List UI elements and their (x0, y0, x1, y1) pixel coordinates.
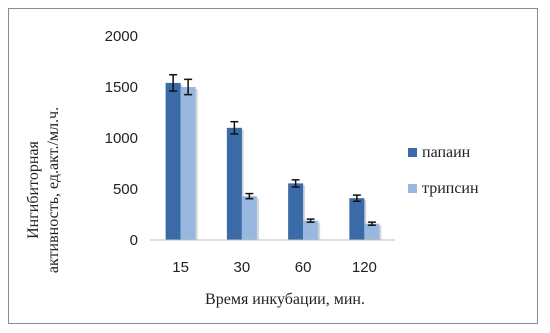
legend-swatch-папаин (408, 148, 417, 157)
bar-папаин-120 (349, 198, 365, 240)
bars-layer (165, 74, 382, 240)
bar-папаин-15 (165, 82, 181, 240)
x-axis-title: Время инкубации, мин. (205, 291, 365, 308)
y-tick-label: 500 (113, 181, 138, 198)
chart-frame (8, 8, 538, 324)
y-axis-title-line2: активность, ед.акт./мл.ч. (45, 107, 62, 273)
bar-трипсин-15 (180, 87, 196, 240)
x-tick-labels: 15 30 60 120 (172, 259, 377, 276)
legend-label-папаин: папаин (422, 144, 471, 161)
bar-трипсин-120 (364, 223, 380, 240)
y-axis-title: Ингибиторная активность, ед.акт./мл.ч. (25, 107, 62, 273)
bar-трипсин-60 (303, 220, 319, 240)
legend-label-трипсин: трипсин (422, 180, 479, 197)
y-axis-title-line1: Ингибиторная (25, 140, 42, 238)
y-tick-labels: 0 500 1000 1500 2000 (105, 28, 138, 249)
y-tick-label: 1000 (105, 130, 138, 147)
y-tick-label: 2000 (105, 28, 138, 45)
legend: папаин трипсин (408, 144, 479, 197)
x-tick-label: 120 (352, 259, 377, 276)
x-tick-label: 15 (172, 259, 189, 276)
legend-swatch-трипсин (408, 184, 417, 193)
y-tick-label: 0 (130, 232, 138, 249)
bar-папаин-30 (226, 127, 242, 240)
bar-трипсин-30 (241, 196, 257, 240)
x-tick-label: 60 (295, 259, 312, 276)
y-tick-label: 1500 (105, 79, 138, 96)
x-tick-label: 30 (234, 259, 251, 276)
bar-папаин-60 (288, 183, 304, 240)
